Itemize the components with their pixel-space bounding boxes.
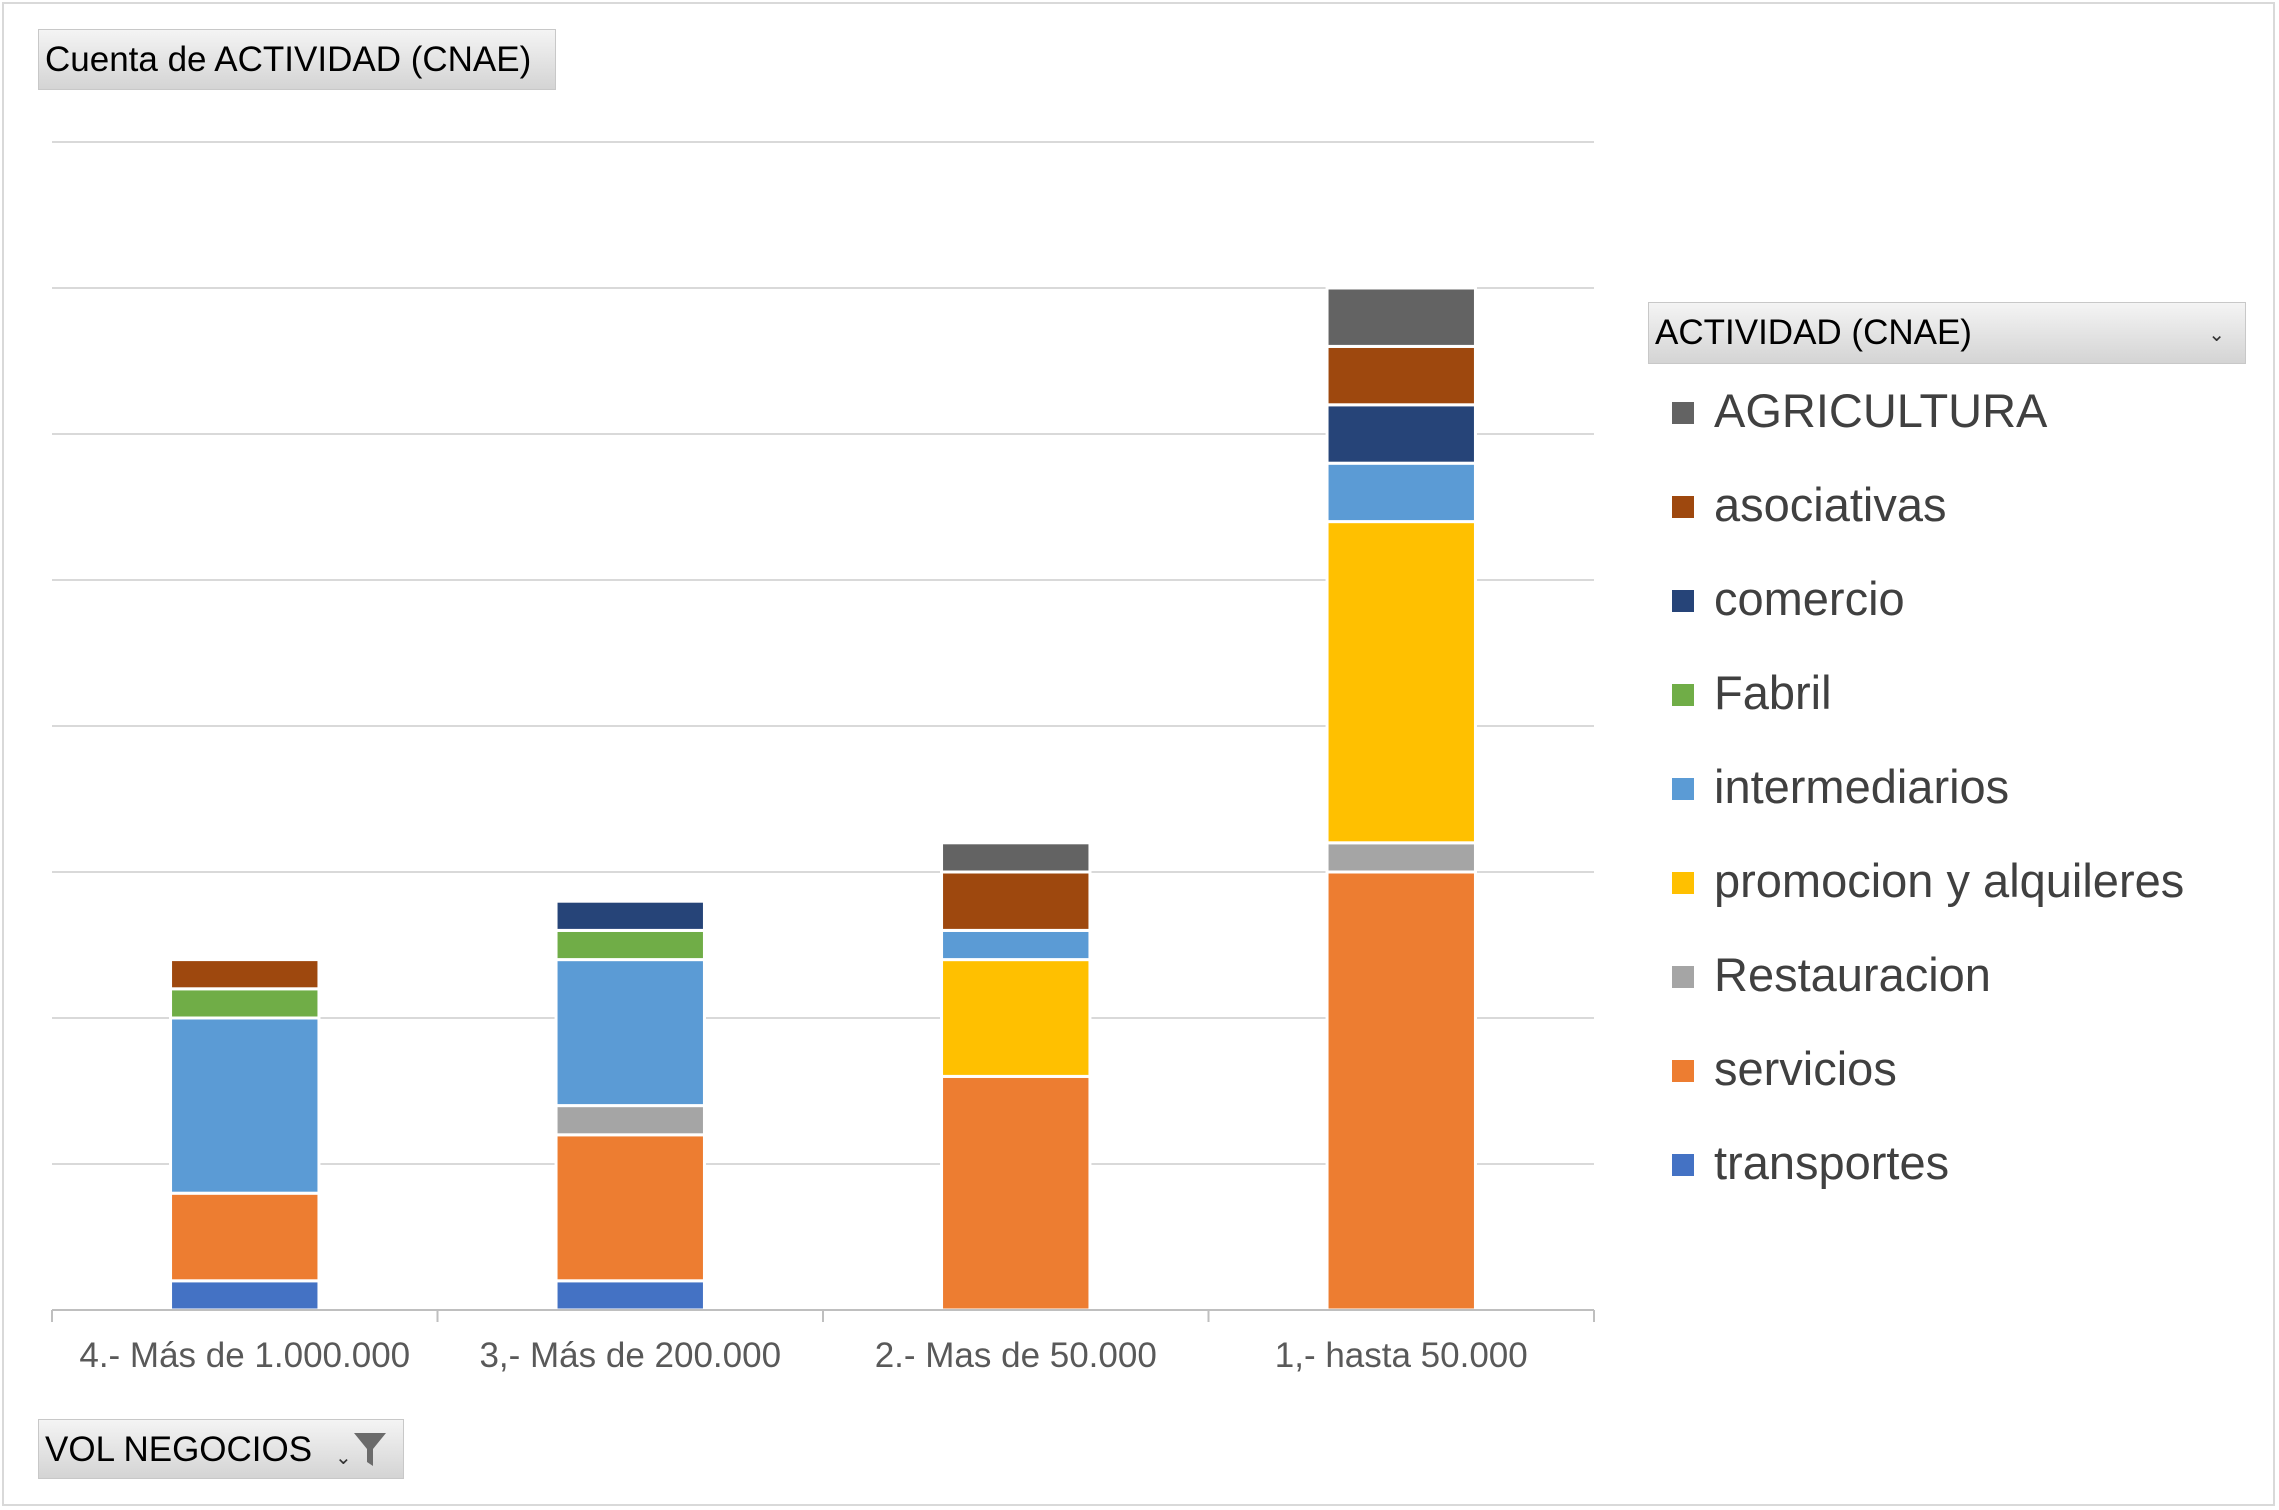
x-tick-label: 2.- Mas de 50.000: [875, 1336, 1157, 1375]
legend-label: comercio: [1714, 572, 1905, 625]
x-axis: 4.- Más de 1.000.000 3,- Más de 200.000 2.…: [51, 1309, 1595, 1375]
legend-field-label: ACTIVIDAD (CNAE): [1655, 313, 1972, 352]
legend-swatch: [1672, 684, 1694, 706]
legend-item[interactable]: servicios: [1672, 1038, 2272, 1132]
filter-icon[interactable]: [353, 1432, 387, 1468]
legend-item[interactable]: Fabril: [1672, 662, 2272, 756]
bar-segment[interactable]: [1325, 286, 1477, 348]
legend-label: transportes: [1714, 1136, 1950, 1189]
value-field-button[interactable]: Cuenta de ACTIVIDAD (CNAE): [38, 29, 556, 90]
bar-segment[interactable]: [169, 1279, 321, 1312]
bar-segment[interactable]: [940, 928, 1092, 962]
chevron-down-icon[interactable]: ⌄: [335, 1447, 352, 1469]
bar-segment[interactable]: [554, 958, 706, 1108]
legend-swatch: [1672, 966, 1694, 988]
legend-item[interactable]: asociativas: [1672, 474, 2272, 568]
bar-segment[interactable]: [554, 1104, 706, 1137]
bar-segment[interactable]: [1325, 841, 1477, 874]
bar-segment[interactable]: [940, 870, 1092, 932]
axis-field-button[interactable]: VOL NEGOCIOS ⌄: [38, 1419, 404, 1479]
legend-item[interactable]: transportes: [1672, 1132, 2272, 1226]
bar-segment[interactable]: [169, 987, 321, 1020]
legend-swatch: [1672, 1060, 1694, 1082]
bar-segment[interactable]: [554, 1279, 706, 1312]
legend-item[interactable]: AGRICULTURA: [1672, 380, 2272, 474]
legend-item[interactable]: promocion y alquileres: [1672, 850, 2272, 944]
legend-label: intermediarios: [1714, 760, 2010, 813]
legend-item[interactable]: Restauracion: [1672, 944, 2272, 1038]
bars: [169, 286, 1477, 1312]
legend: AGRICULTURA asociativas comercio Fabril inte…: [1672, 380, 2272, 1226]
value-field-label: Cuenta de ACTIVIDAD (CNAE): [45, 40, 532, 79]
legend-item[interactable]: comercio: [1672, 568, 2272, 662]
bar-segment[interactable]: [940, 1074, 1092, 1312]
bar-segment[interactable]: [1325, 403, 1477, 465]
x-tick-label: 3,- Más de 200.000: [479, 1336, 781, 1375]
bar-segment[interactable]: [554, 1133, 706, 1283]
bar-segment[interactable]: [554, 928, 706, 962]
legend-swatch: [1672, 778, 1694, 800]
legend-swatch: [1672, 496, 1694, 518]
bar-segment[interactable]: [554, 899, 706, 932]
legend-swatch: [1672, 872, 1694, 894]
legend-label: AGRICULTURA: [1714, 384, 2048, 437]
legend-item[interactable]: intermediarios: [1672, 756, 2272, 850]
axis-field-label: VOL NEGOCIOS: [45, 1430, 313, 1469]
x-tick-label: 1,- hasta 50.000: [1275, 1336, 1528, 1375]
bar-segment[interactable]: [169, 958, 321, 991]
legend-label: asociativas: [1714, 478, 1947, 531]
bar-segment[interactable]: [1325, 461, 1477, 524]
legend-swatch: [1672, 1154, 1694, 1176]
legend-field-button[interactable]: ACTIVIDAD (CNAE) ⌄: [1648, 302, 2246, 364]
bar-segment[interactable]: [169, 1016, 321, 1195]
legend-label: Fabril: [1714, 666, 1832, 719]
legend-label: promocion y alquileres: [1714, 854, 2185, 907]
legend-swatch: [1672, 590, 1694, 612]
bar-segment[interactable]: [1325, 344, 1477, 407]
bar-segment[interactable]: [940, 958, 1092, 1078]
bar-segment[interactable]: [169, 1191, 321, 1283]
bar-segment[interactable]: [1325, 520, 1477, 845]
bar-segment[interactable]: [940, 841, 1092, 874]
x-tick-label: 4.- Más de 1.000.000: [79, 1336, 410, 1375]
bar-segment[interactable]: [1325, 870, 1477, 1312]
chevron-down-icon[interactable]: ⌄: [2208, 324, 2225, 346]
legend-label: servicios: [1714, 1042, 1897, 1095]
legend-label: Restauracion: [1714, 948, 1991, 1001]
legend-swatch: [1672, 402, 1694, 424]
